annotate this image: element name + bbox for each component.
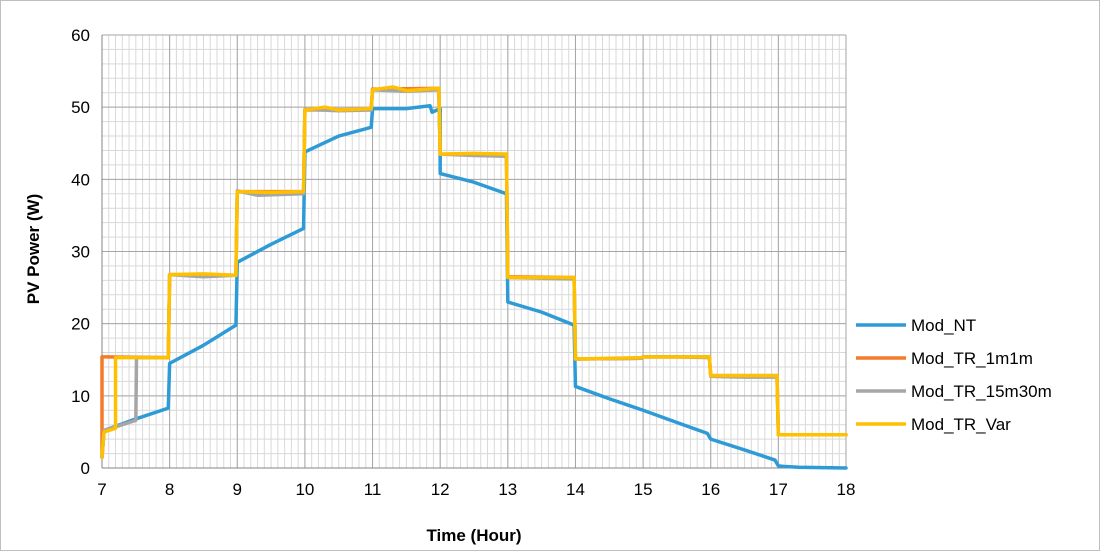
legend-label: Mod_NT	[911, 316, 976, 335]
y-tick-label: 10	[71, 387, 90, 406]
x-tick-label: 14	[566, 480, 585, 499]
x-axis-title: Time (Hour)	[426, 526, 521, 545]
series-lines	[100, 85, 848, 470]
x-tick-label: 17	[769, 480, 788, 499]
x-tick-label: 15	[634, 480, 653, 499]
x-tick-label: 11	[364, 480, 382, 499]
x-tick-label: 8	[165, 480, 174, 499]
legend-item-mod-nt: Mod_NT	[856, 316, 976, 335]
x-tick-label: 10	[295, 480, 314, 499]
x-tick-label: 7	[97, 480, 106, 499]
y-tick-label: 30	[71, 243, 90, 262]
legend-label: Mod_TR_Var	[911, 415, 1011, 434]
legend-item-mod-tr-var: Mod_TR_Var	[856, 415, 1011, 434]
legend-label: Mod_TR_15m30m	[911, 382, 1052, 401]
x-tick-label: 18	[837, 480, 856, 499]
x-tick-label: 9	[233, 480, 242, 499]
tick-labels: 7 8 9 10 11 12 13 14 15 16 17 18 0 10 20 30 40 50 60	[71, 26, 855, 499]
x-tick-label: 16	[701, 480, 720, 499]
y-tick-label: 40	[71, 170, 90, 189]
legend-item-mod-tr-15m30m: Mod_TR_15m30m	[856, 382, 1052, 401]
legend: Mod_NT Mod_TR_1m1m Mod_TR_15m30m Mod_TR_Var	[856, 316, 1052, 434]
y-tick-label: 60	[71, 26, 90, 45]
y-tick-label: 20	[71, 315, 90, 334]
series-line-mod-tr-var	[100, 85, 848, 459]
x-tick-label: 13	[498, 480, 517, 499]
y-tick-label: 50	[71, 98, 90, 117]
legend-item-mod-tr-1m1m: Mod_TR_1m1m	[856, 349, 1033, 368]
legend-label: Mod_TR_1m1m	[911, 349, 1033, 368]
x-tick-label: 12	[431, 480, 450, 499]
grid	[101, 34, 847, 469]
y-axis-title: PV Power (W)	[24, 194, 43, 305]
y-tick-label: 0	[81, 459, 90, 478]
